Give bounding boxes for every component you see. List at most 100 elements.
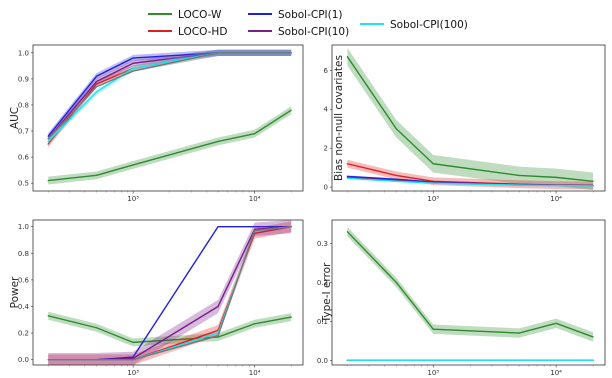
plot-area (47, 220, 292, 365)
data-point (346, 177, 348, 179)
confidence-band (347, 159, 594, 190)
series-loco-w (346, 47, 594, 191)
data-point (254, 226, 256, 228)
data-point (47, 359, 49, 361)
series-loco-w (47, 311, 292, 347)
panel-power: 0.0 0.2 0.4 0.6 0.8 1.0 10³ 10⁴ Power (9, 219, 304, 377)
data-point (95, 327, 98, 329)
data-point (395, 180, 397, 182)
y-tick-label: 0.0 (317, 357, 328, 365)
x-tick-label: 10⁴ (249, 195, 261, 203)
data-point (95, 83, 98, 85)
x-tick-label: 10³ (427, 369, 439, 377)
series-loco-w (47, 106, 292, 185)
y-tick-label: 0.8 (18, 101, 29, 109)
data-point (47, 315, 49, 317)
y-tick-label: 0.6 (18, 276, 30, 284)
data-point (47, 135, 49, 137)
series-extra (47, 225, 292, 361)
confidence-band (347, 176, 594, 187)
y-axis-label: Type-I error (321, 262, 333, 323)
legend-entry-loco-w: LOCO-W (148, 9, 222, 21)
legend-entry-loco-hd: LOCO-HD (148, 26, 227, 38)
y-tick-label: 0.8 (18, 250, 29, 258)
series-loco-w (346, 227, 594, 342)
data-point (47, 138, 49, 140)
plot-area (47, 49, 292, 185)
series-loco-hd (47, 221, 292, 365)
y-tick-label: 0.9 (18, 75, 29, 83)
data-point (346, 359, 348, 361)
data-point (432, 359, 434, 361)
data-point (518, 174, 520, 177)
series-sobol-cpi-100 (346, 177, 594, 187)
legend-label: LOCO-HD (178, 26, 227, 38)
data-point (132, 359, 134, 361)
y-tick-label: 0 (324, 184, 328, 192)
axes-frame (331, 219, 606, 366)
x-tick-label: 10⁴ (550, 369, 562, 377)
data-point (346, 163, 348, 165)
data-point (47, 143, 49, 145)
data-point (95, 86, 98, 88)
series-line (346, 56, 594, 182)
data-point (95, 174, 98, 176)
data-point (132, 70, 134, 72)
data-point (217, 140, 219, 143)
data-point (290, 226, 292, 228)
data-point (217, 226, 219, 228)
x-tick-label: 10⁴ (550, 195, 562, 203)
legend-label: Sobol-CPI(100) (390, 19, 468, 31)
y-tick-label: 0.1 (317, 318, 328, 326)
data-point (254, 228, 256, 230)
data-point (518, 184, 520, 186)
data-point (47, 140, 49, 143)
series-extra (47, 52, 292, 140)
data-point (346, 231, 348, 233)
series-line (47, 52, 292, 140)
data-point (555, 176, 557, 178)
legend-entry-sobol-cpi-10: Sobol-CPI(10) (248, 26, 349, 38)
panel-bias-non-null-covariates: 0 2 4 6 10³ 10⁴ Bias non-null covariates (324, 44, 606, 203)
data-point (95, 80, 98, 83)
data-point (290, 109, 292, 111)
y-axis-label: AUC (9, 107, 21, 129)
y-tick-label: 4 (324, 106, 329, 114)
data-point (95, 75, 98, 77)
data-point (95, 359, 98, 361)
panel-type-i-error: 0.0 0.1 0.2 0.3 10³ 10⁴ Type-I error (317, 219, 606, 377)
data-point (592, 336, 594, 338)
data-point (217, 305, 219, 308)
legend-entry-sobol-cpi-100: Sobol-CPI(100) (360, 19, 468, 31)
y-tick-label: 0.0 (18, 356, 29, 364)
data-point (254, 133, 256, 135)
series-line (346, 231, 594, 338)
confidence-band (48, 49, 292, 140)
legend: LOCO-W Sobol-CPI(1) Sobol-CPI(100) LOCO-HD S… (148, 9, 468, 38)
axes-frame (331, 44, 606, 192)
confidence-band (347, 47, 594, 191)
data-point (132, 341, 134, 343)
series-line (48, 315, 292, 344)
data-point (132, 62, 134, 64)
data-point (395, 281, 397, 283)
y-tick-label: 1.0 (18, 49, 29, 57)
y-tick-label: 2 (324, 145, 328, 153)
data-point (217, 52, 219, 54)
data-point (592, 185, 594, 187)
x-tick-label: 10³ (127, 369, 139, 377)
data-point (217, 335, 219, 337)
y-tick-label: 0.4 (18, 303, 30, 311)
y-tick-label: 0.2 (18, 330, 29, 338)
panel-auc: 0.5 0.6 0.7 0.8 0.9 1.0 10³ 10⁴ AUC (9, 44, 304, 203)
legend-entry-sobol-cpi-1: Sobol-CPI(1) (248, 9, 343, 21)
data-point (555, 359, 557, 361)
x-tick-label: 10³ (127, 195, 139, 203)
data-point (518, 332, 520, 334)
data-point (346, 56, 348, 58)
plot-area (346, 227, 594, 362)
data-point (254, 230, 256, 232)
data-point (132, 356, 134, 358)
y-tick-label: 0.5 (18, 180, 29, 188)
